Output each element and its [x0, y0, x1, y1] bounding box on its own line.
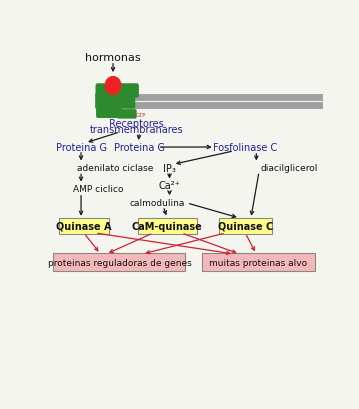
Text: AMP ciclico: AMP ciclico — [73, 185, 123, 194]
FancyBboxPatch shape — [129, 94, 135, 109]
Text: hormonas: hormonas — [85, 53, 141, 63]
Text: diacilglicerol: diacilglicerol — [261, 164, 318, 173]
Text: calmodulina: calmodulina — [130, 198, 185, 207]
FancyBboxPatch shape — [95, 94, 102, 109]
Text: Ca²⁺: Ca²⁺ — [159, 181, 181, 191]
Text: Proteina G: Proteina G — [114, 143, 165, 153]
FancyBboxPatch shape — [138, 218, 196, 235]
FancyBboxPatch shape — [117, 110, 137, 119]
FancyBboxPatch shape — [101, 94, 107, 109]
FancyBboxPatch shape — [106, 94, 113, 109]
FancyBboxPatch shape — [95, 84, 139, 99]
Text: GTP: GTP — [136, 113, 146, 118]
FancyBboxPatch shape — [53, 254, 185, 272]
Text: proteinas reguladoras de genes: proteinas reguladoras de genes — [47, 258, 191, 267]
Text: CaM-quinase: CaM-quinase — [132, 221, 203, 231]
FancyBboxPatch shape — [123, 94, 130, 109]
Text: adenilato ciclase: adenilato ciclase — [77, 164, 153, 173]
Text: muitas proteinas alvo: muitas proteinas alvo — [210, 258, 308, 267]
FancyBboxPatch shape — [117, 94, 124, 109]
FancyBboxPatch shape — [112, 94, 118, 109]
FancyBboxPatch shape — [219, 218, 272, 235]
Text: Receptores: Receptores — [109, 119, 164, 129]
Text: transmembranares: transmembranares — [90, 124, 183, 135]
Text: Quinase C: Quinase C — [218, 221, 273, 231]
FancyBboxPatch shape — [59, 218, 109, 235]
Text: Fosfolinase C: Fosfolinase C — [213, 143, 277, 153]
Text: Quinase A: Quinase A — [56, 221, 112, 231]
FancyBboxPatch shape — [202, 254, 315, 272]
Circle shape — [105, 77, 121, 95]
Text: IP₃: IP₃ — [163, 164, 176, 174]
FancyBboxPatch shape — [96, 106, 122, 119]
Text: Proteina G: Proteina G — [56, 143, 107, 153]
